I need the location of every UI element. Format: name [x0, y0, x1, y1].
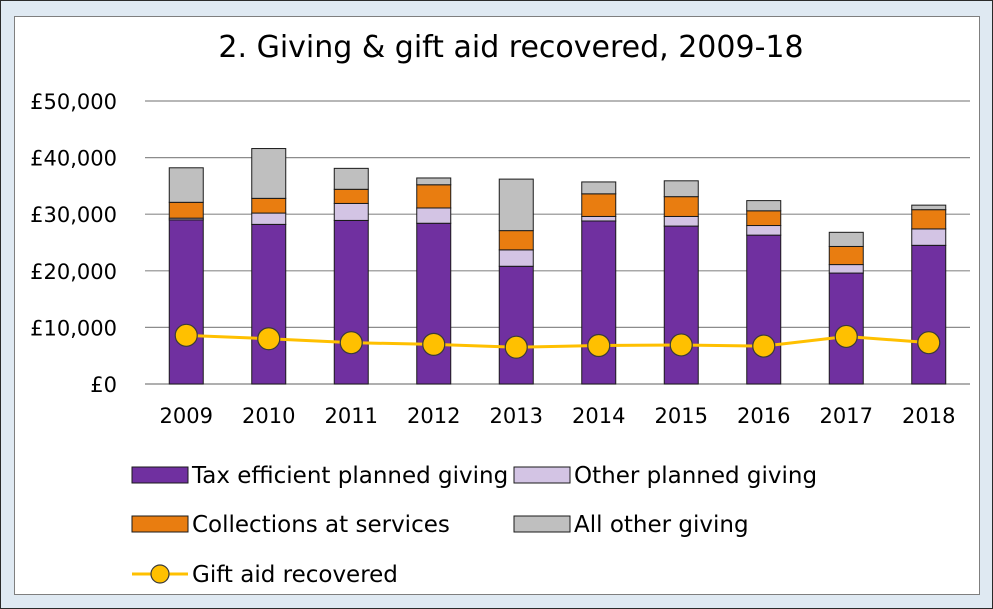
gift-aid-point: [504, 335, 528, 359]
bar-segment: [746, 200, 782, 212]
bar-segment: [746, 225, 782, 236]
gift-aid-point: [587, 333, 611, 358]
bar-segment: [746, 234, 782, 385]
legend-swatch: [513, 515, 571, 533]
bar-segment: [416, 207, 452, 224]
bar-segment: [581, 181, 617, 195]
legend-label: Other planned giving: [574, 463, 817, 489]
bar-segment: [746, 210, 782, 227]
bar-segment: [828, 245, 864, 266]
y-tick-label: £20,000: [30, 260, 117, 284]
bar-segment: [911, 244, 947, 385]
bar-segment: [581, 215, 617, 222]
bar-segment: [911, 228, 947, 246]
bar-segment: [251, 148, 287, 199]
y-tick-label: £40,000: [30, 147, 117, 171]
bar-segment: [168, 167, 204, 203]
bar-segment: [333, 188, 369, 204]
gift-aid-point: [174, 323, 198, 347]
gift-aid-point: [669, 333, 693, 357]
x-tick-label: 2016: [737, 404, 790, 428]
gift-aid-line-path: [186, 333, 929, 349]
legend-marker: [150, 564, 170, 584]
bar-segment: [333, 202, 369, 221]
bar-segment: [251, 212, 287, 225]
bar-segment: [663, 225, 699, 385]
y-tick-label: £10,000: [30, 316, 117, 340]
bar-segment: [663, 215, 699, 227]
gift-aid-point: [339, 331, 363, 355]
bar-segment: [498, 249, 534, 267]
bar-segment: [168, 219, 204, 385]
x-tick-label: 2018: [902, 404, 955, 428]
bar-segment: [416, 222, 452, 385]
legend: Tax efficient planned giving Other planne…: [131, 463, 817, 588]
y-axis-tick-labels: £0 £10,000 £20,000 £30,000 £40,000 £50,000: [30, 90, 117, 397]
bar-segment: [581, 193, 617, 217]
x-tick-label: 2009: [160, 404, 213, 428]
y-tick-label: £50,000: [30, 90, 117, 114]
y-tick-label: £30,000: [30, 203, 117, 227]
bar-segment: [168, 201, 204, 219]
x-tick-label: 2015: [655, 404, 708, 428]
gift-aid-point: [257, 327, 281, 351]
bar-segment: [911, 209, 947, 230]
bar-segment: [251, 223, 287, 385]
legend-swatch: [513, 466, 571, 484]
bar-segment: [333, 167, 369, 190]
legend-swatch: [131, 466, 189, 484]
gift-aid-point: [917, 331, 941, 355]
gift-aid-point: [834, 324, 858, 349]
x-axis-tick-labels: 2009 2010 2011 2012 2013 2014 2015 2016 2017 2018: [160, 404, 956, 428]
bar-segment: [581, 220, 617, 385]
bar-segment: [498, 178, 534, 232]
legend-label: Gift aid recovered: [192, 562, 398, 588]
gift-aid-point: [422, 332, 446, 356]
bars: [168, 148, 947, 385]
bar-segment: [416, 184, 452, 209]
bar-segment: [333, 219, 369, 385]
gift-aid-line: [174, 323, 941, 359]
x-tick-label: 2010: [242, 404, 295, 428]
bar-segment: [828, 231, 864, 247]
x-tick-label: 2017: [820, 404, 873, 428]
bar-segment: [416, 177, 452, 186]
bar-segment: [498, 265, 534, 385]
x-tick-label: 2013: [490, 404, 543, 428]
bar-segment: [663, 180, 699, 198]
legend-label: Collections at services: [192, 512, 450, 538]
gift-aid-point: [752, 334, 776, 358]
legend-swatch: [131, 515, 189, 533]
x-tick-label: 2012: [407, 404, 460, 428]
legend-label: Tax efficient planned giving: [191, 463, 508, 489]
x-tick-label: 2011: [325, 404, 378, 428]
x-tick-label: 2014: [572, 404, 625, 428]
bar-segment: [251, 197, 287, 214]
bar-segment: [498, 230, 534, 251]
legend-label: All other giving: [574, 512, 749, 538]
bar-segment: [663, 196, 699, 217]
bar-segment: [911, 204, 947, 211]
y-tick-label: £0: [90, 373, 117, 397]
chart-title: 2. Giving & gift aid recovered, 2009-18: [218, 30, 803, 65]
bar-segment: [828, 264, 864, 274]
